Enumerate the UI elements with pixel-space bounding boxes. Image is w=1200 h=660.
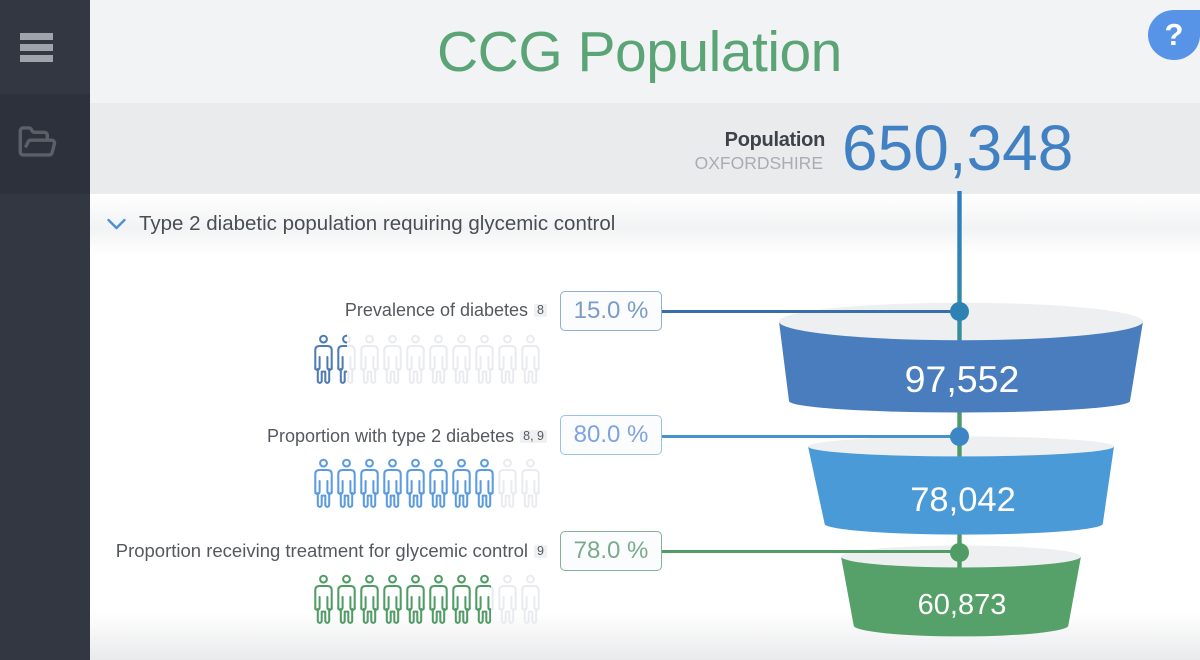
svg-text:97,552: 97,552 (905, 358, 1020, 400)
svg-text:60,873: 60,873 (918, 589, 1007, 621)
svg-text:78,042: 78,042 (910, 481, 1016, 519)
